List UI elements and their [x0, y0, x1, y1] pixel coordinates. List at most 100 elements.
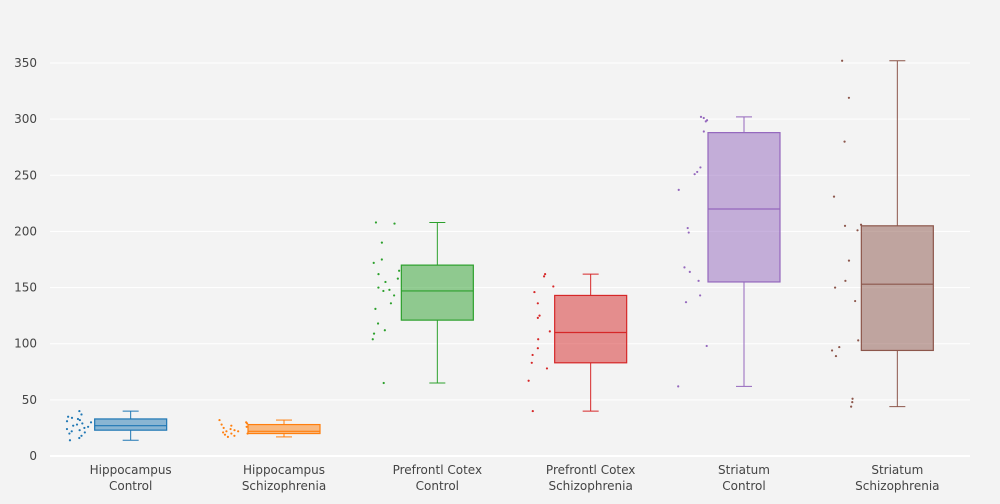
x-tick-label-line: Control: [722, 479, 765, 493]
data-point: [376, 322, 380, 325]
x-tick-label-line: Prefrontl Cotex: [393, 463, 482, 477]
y-tick-label: 300: [14, 112, 37, 126]
x-tick-label-line: Striatum: [871, 463, 923, 477]
data-point: [382, 381, 385, 385]
data-point: [382, 289, 385, 293]
data-point: [78, 409, 81, 413]
data-point: [843, 140, 846, 143]
data-point: [697, 279, 700, 282]
x-tick-label-line: Control: [416, 479, 459, 493]
x-tick-label-line: Control: [109, 479, 152, 493]
data-point: [67, 415, 70, 418]
data-point: [677, 385, 680, 388]
x-tick-label: Hippocampus Schizophrenia: [242, 463, 326, 493]
data-point: [686, 226, 689, 230]
data-point: [398, 269, 401, 272]
data-point: [393, 222, 396, 225]
x-axis-ticks: Hippocampus Control Hippocampus Schizophren…: [90, 463, 940, 493]
x-tick-label-line: Schizophrenia: [855, 479, 939, 493]
data-point: [65, 420, 69, 423]
data-point: [702, 130, 705, 133]
data-point: [78, 436, 81, 440]
y-tick-label: 250: [14, 168, 37, 182]
data-point: [377, 286, 380, 289]
iqr-box: [860, 225, 934, 352]
data-point: [222, 426, 225, 430]
data-point: [705, 344, 708, 348]
data-point: [226, 435, 230, 439]
data-point: [696, 170, 699, 174]
data-point: [688, 270, 691, 273]
data-point: [850, 405, 853, 408]
data-point: [81, 422, 84, 425]
data-point: [533, 290, 536, 294]
data-point: [847, 259, 851, 262]
data-point: [78, 418, 81, 422]
data-point: [833, 286, 837, 289]
y-axis-ticks: 0 50 100 150 200 250 300 350: [14, 56, 37, 463]
data-point: [383, 329, 386, 332]
data-point: [531, 353, 534, 357]
data-point: [68, 432, 71, 435]
y-tick-label: 100: [14, 337, 37, 351]
data-point: [218, 418, 221, 422]
data-point: [89, 421, 93, 424]
data-point: [389, 302, 393, 305]
data-point: [699, 166, 702, 169]
data-point: [530, 361, 533, 364]
data-point: [76, 417, 80, 421]
data-point: [830, 349, 834, 352]
data-point: [72, 424, 75, 427]
y-tick-label: 350: [14, 56, 37, 70]
data-point: [75, 423, 79, 426]
box-series: [371, 221, 474, 385]
iqr-box: [554, 294, 628, 364]
data-point: [78, 429, 81, 432]
data-point: [388, 288, 391, 291]
data-point: [838, 345, 841, 349]
data-point: [80, 413, 83, 416]
data-point: [684, 301, 688, 304]
data-point: [687, 231, 690, 234]
data-point: [542, 275, 546, 278]
data-point: [380, 258, 383, 261]
data-point: [237, 430, 240, 433]
data-point: [70, 416, 74, 419]
data-point: [843, 224, 847, 227]
data-point: [384, 280, 387, 284]
box-series: [677, 115, 781, 388]
iqr-box: [247, 423, 321, 435]
iqr-box: [400, 264, 474, 321]
data-point: [527, 379, 530, 382]
data-point: [856, 229, 859, 232]
x-tick-label: Hippocampus Control: [90, 463, 172, 493]
data-point: [552, 285, 555, 288]
data-point: [537, 338, 540, 341]
data-point: [230, 432, 233, 435]
iqr-box: [707, 132, 781, 283]
box-series: [218, 418, 321, 439]
data-point: [229, 427, 232, 431]
data-point: [851, 397, 854, 400]
x-tick-label-line: Prefrontl Cotex: [546, 463, 635, 477]
data-point: [693, 173, 696, 176]
data-point: [245, 425, 248, 428]
data-point: [832, 195, 836, 198]
data-point: [374, 221, 378, 224]
data-point: [68, 439, 72, 442]
data-point: [70, 430, 73, 433]
y-tick-label: 0: [29, 449, 37, 463]
data-point: [371, 338, 374, 341]
data-point: [220, 423, 223, 426]
data-point: [230, 424, 233, 427]
x-tick-label: Prefrontl Cotex Schizophrenia: [546, 463, 635, 493]
data-point: [683, 266, 686, 269]
data-point: [857, 339, 860, 342]
data-point: [699, 294, 702, 297]
data-point: [372, 332, 376, 335]
data-point: [844, 279, 847, 282]
data-point: [65, 427, 69, 431]
data-point: [87, 425, 90, 428]
box-series: [65, 409, 168, 442]
iqr-box: [94, 418, 168, 431]
